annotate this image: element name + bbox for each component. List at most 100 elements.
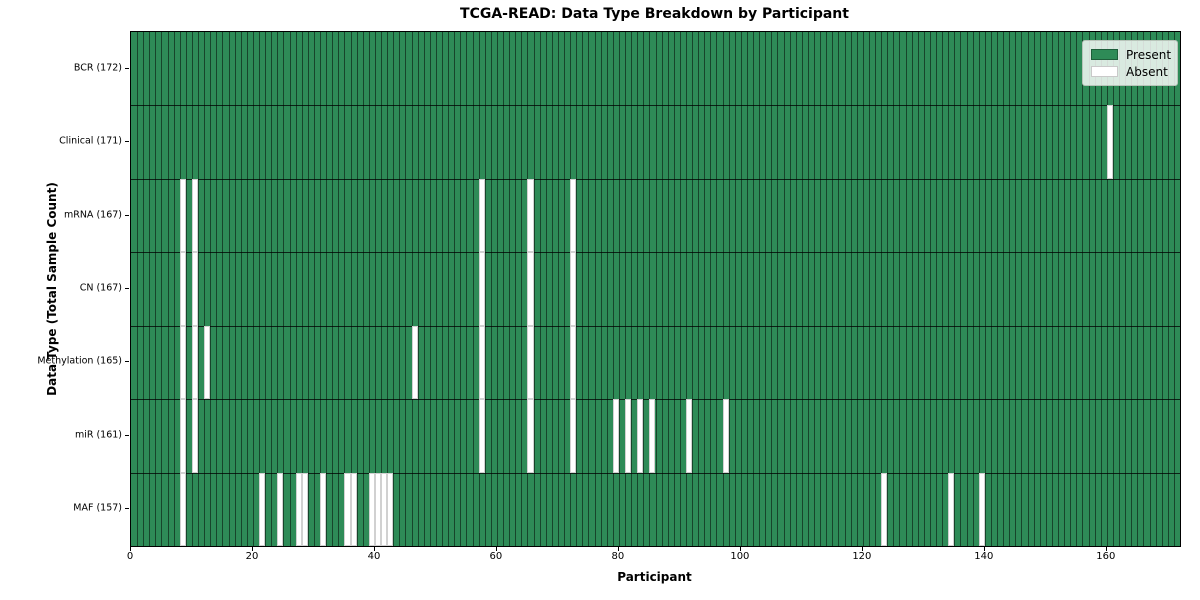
absent-cell-Methylation-57 — [478, 325, 485, 400]
row-boundary-gridline — [131, 325, 1180, 327]
absent-cell-MAF-36 — [350, 472, 357, 546]
x-tick-label-40: 40 — [367, 551, 381, 562]
participant-gridline — [265, 32, 267, 546]
participant-gridline — [820, 32, 822, 546]
participant-gridline — [155, 32, 157, 546]
x-tick-mark — [373, 547, 375, 551]
absent-cell-CN-8 — [179, 252, 186, 326]
y-tick-mark — [125, 141, 129, 143]
participant-gridline — [320, 32, 322, 546]
participant-gridline — [1149, 32, 1151, 546]
y-tick-label-miR: miR (161) — [74, 429, 122, 441]
participant-gridline — [442, 32, 444, 546]
participant-gridline — [966, 32, 968, 546]
participant-gridline — [1058, 32, 1060, 546]
absent-cell-miR-65 — [527, 399, 534, 473]
participant-gridline — [728, 32, 730, 546]
participant-gridline — [759, 32, 761, 546]
absent-cell-Methylation-8 — [179, 325, 186, 400]
participant-gridline — [954, 32, 956, 546]
participant-gridline — [899, 32, 901, 546]
participant-gridline — [350, 32, 352, 546]
participant-gridline — [1173, 32, 1175, 546]
participant-gridline — [435, 32, 437, 546]
absent-cell-mRNA-72 — [570, 178, 577, 253]
participant-gridline — [1106, 32, 1108, 546]
participant-gridline — [960, 32, 962, 546]
x-tick-mark — [130, 547, 131, 551]
participant-gridline — [649, 32, 651, 546]
y-tick-mark — [125, 434, 129, 436]
x-tick-label-0: 0 — [126, 551, 134, 562]
participant-gridline — [387, 32, 389, 546]
y-tick-mark — [125, 214, 129, 216]
absent-cell-MAF-31 — [320, 472, 327, 546]
participant-gridline — [204, 32, 206, 546]
y-tick-label-MAF: MAF (157) — [73, 502, 122, 514]
x-tick-mark — [861, 547, 863, 551]
absent-cell-MAF-28 — [301, 472, 308, 546]
absent-cell-Clinical-160 — [1106, 105, 1113, 179]
participant-gridline — [252, 32, 254, 546]
participant-gridline — [1076, 32, 1078, 546]
participant-gridline — [1064, 32, 1066, 546]
absent-cell-miR-72 — [570, 399, 577, 473]
participant-gridline — [704, 32, 706, 546]
participant-gridline — [216, 32, 218, 546]
absent-cell-MAF-8 — [179, 472, 186, 546]
absent-cell-MAF-39 — [368, 472, 375, 546]
participant-gridline — [283, 32, 285, 546]
participant-gridline — [881, 32, 883, 546]
absent-cell-Methylation-72 — [570, 325, 577, 400]
participant-gridline — [1070, 32, 1072, 546]
absent-cell-MAF-24 — [277, 472, 284, 546]
absent-cell-MAF-41 — [381, 472, 388, 546]
participant-gridline — [765, 32, 767, 546]
absent-cell-CN-65 — [527, 252, 534, 326]
participant-gridline — [698, 32, 700, 546]
absent-cell-Methylation-10 — [191, 325, 199, 400]
x-axis-label: Participant — [617, 570, 692, 584]
participant-gridline — [893, 32, 895, 546]
row-boundary-gridline — [131, 178, 1180, 180]
participant-gridline — [814, 32, 816, 546]
participant-gridline — [887, 32, 889, 546]
row-boundary-gridline — [131, 399, 1180, 401]
participant-gridline — [222, 32, 224, 546]
participant-gridline — [856, 32, 858, 546]
legend: Present Absent — [1082, 40, 1178, 86]
participant-gridline — [673, 32, 675, 546]
x-tick-label-100: 100 — [730, 551, 750, 562]
legend-item-present: Present — [1091, 46, 1171, 63]
absent-cell-MAF-35 — [344, 472, 351, 546]
absent-cell-CN-10 — [191, 252, 199, 326]
participant-gridline — [984, 32, 986, 546]
participant-gridline — [545, 32, 547, 546]
participant-gridline — [923, 32, 925, 546]
participant-gridline — [917, 32, 919, 546]
y-tick-label-CN: CN (167) — [79, 282, 122, 294]
participant-gridline — [521, 32, 523, 546]
participant-gridline — [972, 32, 974, 546]
participant-gridline — [460, 32, 462, 546]
participant-gridline — [338, 32, 340, 546]
absent-cell-miR-79 — [612, 399, 619, 473]
chart-title: TCGA-READ: Data Type Breakdown by Partic… — [460, 6, 849, 22]
participant-gridline — [655, 32, 657, 546]
participant-gridline — [496, 32, 498, 546]
participant-gridline — [228, 32, 230, 546]
participant-gridline — [356, 32, 358, 546]
x-tick-label-60: 60 — [489, 551, 503, 562]
participant-gridline — [606, 32, 608, 546]
participant-gridline — [1027, 32, 1029, 546]
participant-gridline — [490, 32, 492, 546]
participant-gridline — [429, 32, 431, 546]
participant-gridline — [399, 32, 401, 546]
participant-gridline — [417, 32, 419, 546]
participant-gridline — [161, 32, 163, 546]
participant-gridline — [295, 32, 297, 546]
participant-gridline — [423, 32, 425, 546]
x-tick-mark — [1105, 547, 1107, 551]
participant-gridline — [313, 32, 315, 546]
participant-gridline — [539, 32, 541, 546]
